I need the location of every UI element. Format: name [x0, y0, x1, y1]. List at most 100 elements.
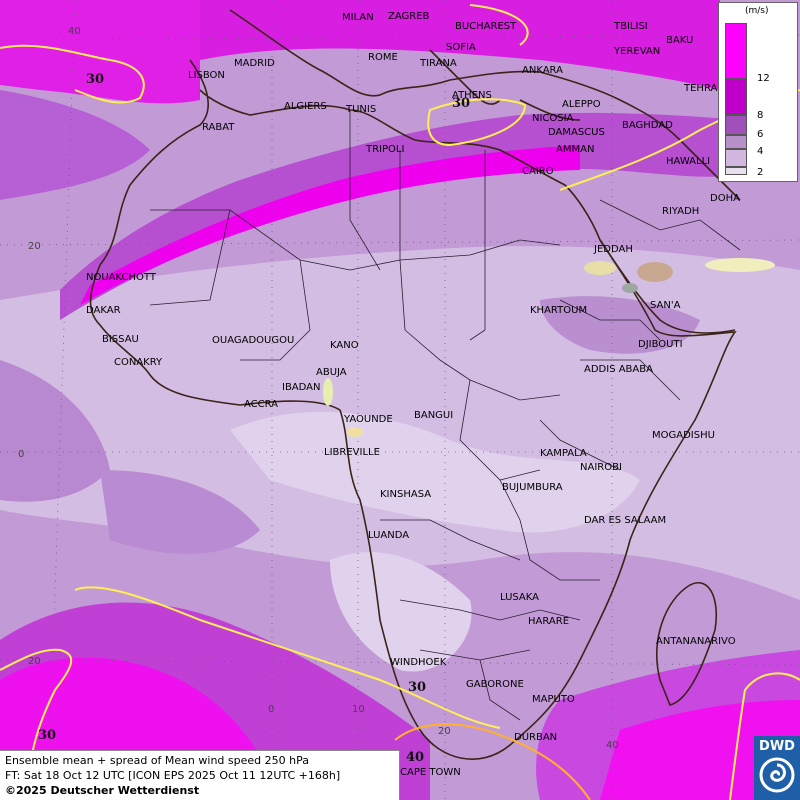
swirl-icon — [759, 757, 795, 793]
city-label: KINSHASA — [380, 489, 431, 500]
city-label: OUAGADOUGOU — [212, 335, 294, 346]
city-label: YAOUNDE — [343, 414, 393, 425]
legend-swatch-4-6 — [725, 135, 747, 149]
city-label: ABUJA — [316, 367, 347, 378]
city-label: MADRID — [234, 58, 275, 69]
city-label: DJIBOUTI — [638, 339, 683, 350]
copyright: ©2025 Deutscher Wetterdienst — [5, 784, 200, 797]
city-label: HARARE — [528, 616, 569, 627]
city-label: RABAT — [202, 122, 235, 133]
city-label: DAR ES SALAAM — [584, 515, 666, 526]
city-label: HAWALLI — [666, 156, 710, 167]
dwd-logo: DWD — [754, 736, 800, 800]
city-label: BAGHDAD — [622, 120, 673, 131]
city-label: LIBREVILLE — [324, 447, 380, 458]
city-label: ANKARA — [522, 65, 563, 76]
city-label: DOHA — [710, 193, 740, 204]
legend-tick: 2 — [757, 167, 764, 178]
city-label: TIRANA — [419, 58, 457, 69]
map-info-box: Ensemble mean + spread of Mean wind spee… — [0, 750, 400, 800]
lat-lon-labels: 40 20 0 20 0 10 20 40 — [18, 26, 619, 751]
city-label: ALGIERS — [284, 101, 327, 112]
coastlines — [89, 9, 741, 760]
country-borders — [149, 110, 741, 721]
product-description: Ensemble mean + spread of Mean wind spee… — [5, 754, 309, 767]
city-label: CONAKRY — [114, 357, 163, 368]
city-label: MOGADISHU — [652, 430, 715, 441]
city-label: ZAGREB — [388, 11, 430, 22]
city-label: YEREVAN — [613, 46, 660, 57]
city-label: TUNIS — [345, 104, 376, 115]
city-label: KHARTOUM — [530, 305, 587, 316]
city-label: TRIPOLI — [365, 144, 404, 155]
city-label: LISBON — [188, 70, 225, 81]
lat-label-20s: 20 — [28, 656, 41, 667]
city-label: TEHRA — [683, 83, 717, 94]
city-label: LUSAKA — [500, 592, 539, 603]
city-label: ALEPPO — [562, 99, 601, 110]
isotach-label-nw: 30 — [86, 72, 104, 87]
lon-label-40: 40 — [606, 740, 619, 751]
city-label: IBADAN — [282, 382, 321, 393]
legend-tick: 12 — [757, 73, 770, 84]
legend-swatch-8-12 — [725, 79, 747, 115]
city-label: DURBAN — [514, 732, 557, 743]
city-label: NAIROBI — [580, 462, 622, 473]
legend-tick: 4 — [757, 146, 764, 157]
lon-label-20: 20 — [438, 726, 451, 737]
city-label: SAN'A — [650, 300, 681, 311]
city-label: BISSAU — [102, 334, 139, 345]
color-legend: (m/s) 12 8 6 4 2 — [718, 2, 798, 182]
spread-patches — [323, 258, 775, 437]
legend-swatch-6-8 — [725, 115, 747, 135]
legend-tick: 6 — [757, 129, 764, 140]
city-label: KAMPALA — [540, 448, 587, 459]
city-label: TBILISI — [613, 21, 648, 32]
city-label: BUCHAREST — [455, 21, 517, 32]
city-label: ADDIS ABABA — [584, 364, 653, 375]
lat-label-0: 0 — [18, 449, 24, 460]
isotach-labels: 30 30 30 30 40 — [38, 72, 470, 765]
lat-label-40n: 40 — [68, 26, 81, 37]
legend-unit: (m/s) — [745, 6, 769, 16]
city-label: LUANDA — [368, 530, 409, 541]
legend-swatch-above-12 — [725, 23, 747, 79]
lon-label-10: 10 — [352, 704, 365, 715]
city-label: CAPE TOWN — [400, 767, 461, 778]
city-label: WINDHOEK — [390, 657, 447, 668]
city-label: NOUAKCHOTT — [86, 272, 157, 283]
forecast-time: FT: Sat 18 Oct 12 UTC [ICON EPS 2025 Oct… — [5, 769, 341, 782]
legend-swatch-2-4 — [725, 149, 747, 167]
isotach-label-sw: 30 — [38, 728, 56, 743]
legend-swatch-below-2 — [725, 167, 747, 175]
city-label: ACCRA — [244, 399, 278, 410]
legend-tick: 8 — [757, 110, 764, 121]
city-label: BUJUMBURA — [502, 482, 563, 493]
lat-label-20n: 20 — [28, 241, 41, 252]
isotach-label-med: 30 — [452, 96, 470, 111]
dwd-logo-text: DWD — [759, 739, 795, 754]
city-labels: MILAN ZAGREB BUCHAREST TBILISI BAKU YERE… — [86, 11, 740, 778]
city-label: ATHENS — [452, 90, 492, 101]
city-label: ROME — [368, 52, 398, 63]
lon-label-0: 0 — [268, 704, 274, 715]
city-label: BANGUI — [414, 410, 453, 421]
city-label: JEDDAH — [593, 244, 633, 255]
isotach-label-cape: 40 — [406, 750, 424, 765]
city-label: RIYADH — [662, 206, 699, 217]
city-label: BAKU — [666, 35, 693, 46]
city-label: AMMAN — [556, 144, 594, 155]
city-label: GABORONE — [466, 679, 524, 690]
city-label: NICOSIA — [532, 113, 574, 124]
isotach-label-s: 30 — [408, 680, 426, 695]
city-label: CAIRO — [522, 166, 554, 177]
city-label: ANTANANARIVO — [656, 636, 736, 647]
city-label: MILAN — [342, 12, 374, 23]
city-label: DAKAR — [86, 305, 121, 316]
city-label: MAPUTO — [532, 694, 575, 705]
city-label: DAMASCUS — [548, 127, 605, 138]
city-label: KANO — [330, 340, 359, 351]
